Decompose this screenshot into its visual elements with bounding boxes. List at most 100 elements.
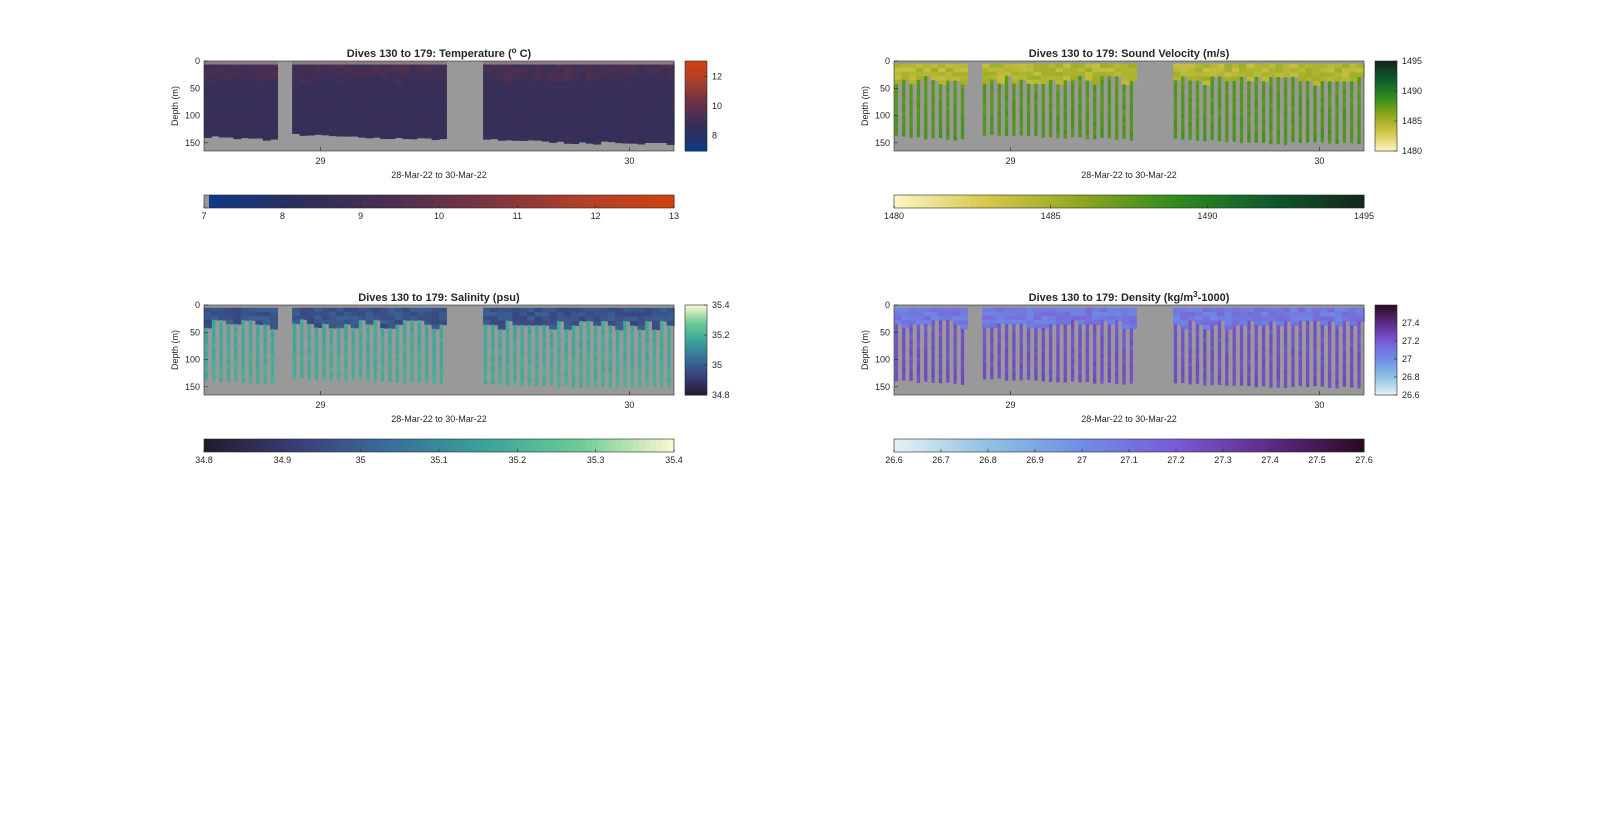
data-cell [255, 129, 264, 135]
data-cell [1107, 88, 1111, 94]
data-cell [1129, 118, 1134, 124]
data-cell [321, 91, 330, 96]
data-cell [564, 355, 568, 361]
data-cell [1093, 134, 1097, 140]
data-cell [916, 349, 921, 354]
data-cell [483, 118, 491, 123]
data-cell [660, 325, 664, 331]
data-cell [1247, 350, 1251, 356]
data-cell [299, 307, 308, 313]
data-cell [549, 312, 558, 317]
data-cell [1188, 101, 1192, 107]
data-cell [387, 63, 396, 69]
data-cell [556, 68, 565, 73]
data-cell [1246, 307, 1255, 313]
data-cell [571, 334, 576, 340]
data-cell [1254, 325, 1258, 331]
data-cell [380, 117, 389, 123]
data-cell [1100, 125, 1104, 130]
data-cell [1173, 76, 1181, 81]
data-cell [1084, 67, 1093, 73]
data-cell [997, 87, 1001, 93]
data-cell [651, 120, 660, 126]
data-cell [1261, 342, 1266, 348]
data-cell [1026, 331, 1031, 337]
data-cell [256, 345, 260, 351]
data-cell [292, 319, 301, 325]
data-cell [659, 68, 668, 74]
data-cell [1247, 137, 1251, 143]
data-cell [350, 79, 359, 85]
data-cell [571, 351, 576, 357]
data-cell [563, 138, 572, 144]
data-cell [593, 364, 598, 370]
data-cell [1055, 315, 1064, 321]
data-cell [1173, 336, 1178, 342]
data-cell [402, 67, 411, 73]
data-cell [1342, 85, 1346, 91]
colorbar-segment [668, 439, 675, 452]
data-cell [953, 375, 957, 380]
data-cell [666, 130, 675, 136]
data-cell [563, 116, 572, 122]
colorbar-segment [1005, 195, 1013, 208]
data-cell [1231, 68, 1240, 73]
colorbar-segment [1011, 439, 1018, 452]
data-cell [351, 375, 355, 381]
data-cell [431, 110, 440, 115]
data-cell [380, 360, 385, 366]
data-cell [248, 378, 253, 384]
colorbar-segment [1023, 195, 1030, 208]
data-cell [894, 344, 899, 349]
data-cell [513, 350, 517, 356]
data-cell [409, 109, 418, 115]
data-cell [578, 102, 587, 108]
data-cell [336, 79, 345, 85]
data-cell [1291, 368, 1295, 374]
data-cell [1269, 360, 1273, 366]
data-cell [982, 71, 991, 77]
data-cell [1026, 319, 1035, 325]
data-cell [571, 138, 580, 145]
colorbar-segment [1375, 379, 1397, 382]
data-cell [1056, 121, 1060, 127]
data-cell [432, 341, 436, 346]
data-cell [292, 86, 301, 92]
data-cell [380, 101, 389, 106]
data-cell [432, 345, 436, 351]
data-cell [564, 363, 568, 369]
data-cell [365, 307, 374, 313]
data-cell [366, 340, 370, 346]
data-cell [996, 79, 1005, 85]
data-cell [1129, 72, 1137, 78]
data-cell [483, 354, 488, 359]
data-cell [982, 351, 987, 356]
colorbar-segment [685, 374, 707, 378]
data-cell [1269, 103, 1273, 109]
data-cell [321, 63, 330, 69]
data-cell [1173, 353, 1178, 359]
data-cell [306, 99, 315, 104]
data-cell [513, 329, 517, 334]
data-cell [416, 67, 425, 73]
data-cell [1173, 311, 1181, 317]
data-cell [564, 346, 568, 352]
data-cell [549, 68, 558, 74]
data-cell [1313, 137, 1317, 143]
data-cell [1269, 94, 1273, 100]
data-cell [586, 325, 590, 331]
data-cell [1225, 107, 1229, 113]
data-cell [1187, 63, 1196, 69]
data-cell [1283, 334, 1288, 340]
data-cell [1078, 353, 1082, 358]
data-cell [321, 311, 330, 317]
data-cell [1335, 334, 1339, 340]
data-cell [659, 72, 668, 78]
data-cell [534, 97, 543, 103]
data-cell [1313, 355, 1317, 361]
data-cell [1247, 120, 1251, 126]
data-cell [1210, 89, 1214, 94]
colorbar-segment [509, 195, 516, 208]
data-cell [534, 72, 543, 78]
data-cell [403, 336, 407, 342]
